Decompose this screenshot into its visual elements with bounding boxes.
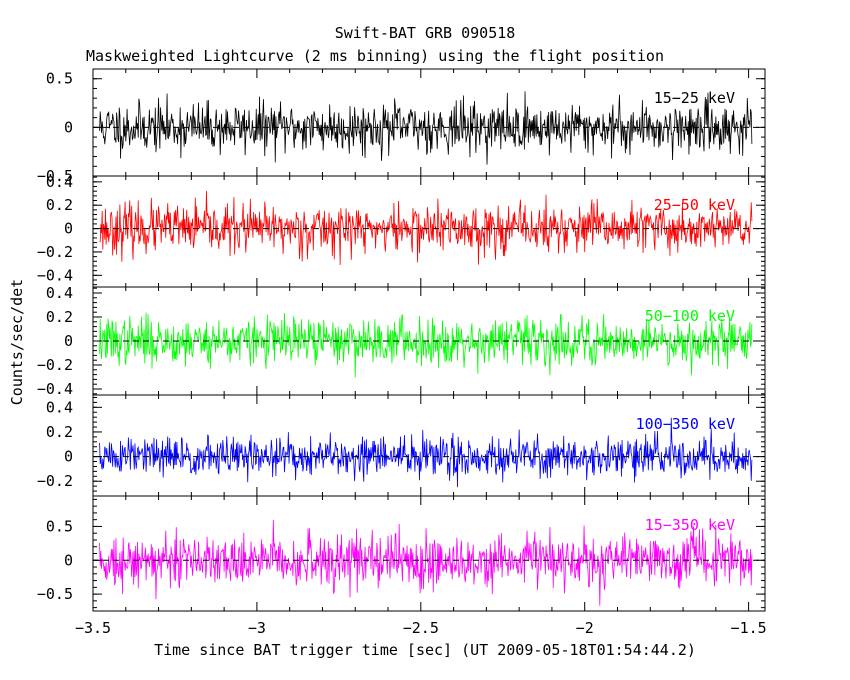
panels-group: −0.5 0 0.5 15−25 keV −0.4 −0.2 0 0.2 0.4 25−50 ke… xyxy=(37,68,767,637)
panel-3: −0.4 −0.2 0 0.2 0.4 50−100 keV xyxy=(37,284,766,398)
y-tick-label: −0.2 xyxy=(37,356,73,374)
y-tick-label: 0.2 xyxy=(46,423,73,441)
band-label-5: 15−350 keV xyxy=(645,516,735,534)
series-trace-5 xyxy=(99,519,753,606)
chart-subtitle: Maskweighted Lightcurve (2 ms binning) u… xyxy=(86,47,664,65)
y-tick-label: −0.2 xyxy=(37,243,73,261)
series-trace-4 xyxy=(99,417,753,488)
x-tick-label: −1.5 xyxy=(731,619,767,637)
panel-frame xyxy=(92,394,766,497)
y-tick-label: 0.4 xyxy=(46,284,73,302)
y-tick-label: 0.5 xyxy=(46,517,73,535)
series-trace-3 xyxy=(99,312,753,378)
x-axis-label: Time since BAT trigger time [sec] (UT 20… xyxy=(154,641,696,659)
x-tick-label: −2 xyxy=(576,619,594,637)
y-tick-label: −0.5 xyxy=(37,585,73,603)
band-label-4: 100−350 keV xyxy=(636,415,735,433)
panel-4: −0.2 0 0.2 0.4 100−350 keV xyxy=(37,394,766,497)
panel-frame xyxy=(92,175,766,288)
x-tick-label: −3.5 xyxy=(75,619,111,637)
chart-title: Swift-BAT GRB 090518 xyxy=(335,24,516,42)
y-tick-label: 0 xyxy=(64,448,73,466)
y-tick-label: −0.2 xyxy=(37,472,73,490)
y-tick-label: 0.4 xyxy=(46,173,73,191)
y-tick-label: 0.2 xyxy=(46,308,73,326)
series-trace-1 xyxy=(99,91,753,165)
y-tick-label: 0.4 xyxy=(46,398,73,416)
y-tick-label: 0.5 xyxy=(46,70,73,88)
y-tick-label: 0 xyxy=(64,220,73,238)
y-tick-label: 0 xyxy=(64,332,73,350)
panel-1: −0.5 0 0.5 15−25 keV xyxy=(37,68,766,185)
x-tick-label: −2.5 xyxy=(403,619,439,637)
y-tick-label: −0.5 xyxy=(37,167,73,185)
band-label-1: 15−25 keV xyxy=(654,89,735,107)
band-label-3: 50−100 keV xyxy=(645,307,735,325)
y-tick-label: 0 xyxy=(64,118,73,136)
panel-5: −0.5 0 0.5 15−350 keV xyxy=(37,495,766,612)
y-tick-label: 0 xyxy=(64,551,73,569)
band-label-2: 25−50 keV xyxy=(654,196,735,214)
panel-2: −0.4 −0.2 0 0.2 0.4 25−50 keV xyxy=(37,173,766,288)
x-tick-label: −3 xyxy=(248,619,266,637)
y-tick-label: −0.4 xyxy=(37,380,73,398)
y-axis-label: Counts/sec/det xyxy=(8,279,26,405)
y-tick-label: −0.4 xyxy=(37,266,73,284)
y-tick-label: 0.2 xyxy=(46,196,73,214)
